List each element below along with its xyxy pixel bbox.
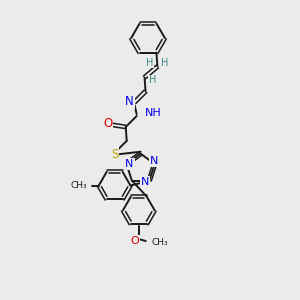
Text: N: N (125, 95, 134, 108)
Text: H: H (146, 58, 153, 68)
Text: H: H (149, 75, 156, 85)
Text: CH₃: CH₃ (152, 238, 168, 247)
Text: H: H (161, 58, 168, 68)
Text: O: O (103, 118, 112, 130)
Text: N: N (125, 159, 134, 169)
Text: N: N (149, 156, 158, 166)
Text: NH: NH (145, 108, 161, 118)
Text: CH₃: CH₃ (70, 181, 87, 190)
Text: S: S (111, 148, 118, 161)
Text: N: N (141, 177, 149, 187)
Text: O: O (130, 236, 139, 246)
